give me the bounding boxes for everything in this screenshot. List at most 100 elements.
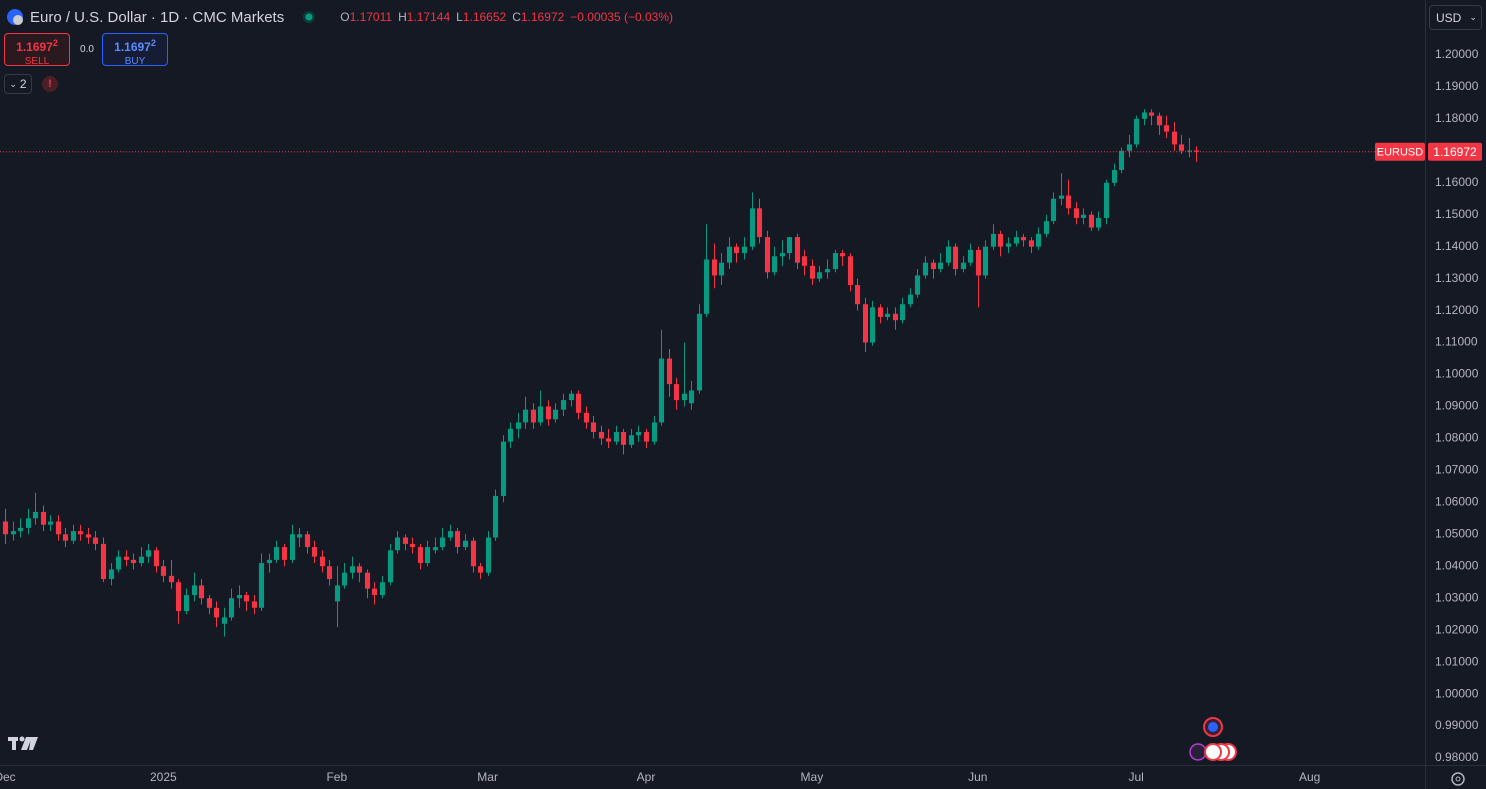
candle-body bbox=[100, 543, 107, 580]
candle-body bbox=[990, 233, 997, 247]
candle-body bbox=[2, 521, 9, 535]
candle-body bbox=[537, 406, 544, 423]
candle-body bbox=[191, 585, 198, 596]
buy-button[interactable]: 1.16972 BUY bbox=[102, 33, 168, 67]
candle-body bbox=[130, 559, 137, 564]
candle-body bbox=[206, 598, 213, 608]
candle-body bbox=[975, 249, 982, 276]
y-tick-label: 1.14000 bbox=[1435, 239, 1479, 253]
candle-body bbox=[477, 566, 484, 573]
x-tick-label: Dec bbox=[0, 770, 16, 784]
y-tick-label: 1.20000 bbox=[1435, 47, 1479, 61]
candle-body bbox=[85, 534, 92, 538]
settings-icon[interactable] bbox=[1451, 772, 1465, 786]
candle-body bbox=[726, 246, 733, 263]
symbol-title: Euro / U.S. Dollar · 1D · CMC Markets bbox=[30, 8, 285, 26]
indicators-toggle[interactable]: ⌄ 2 bbox=[4, 74, 32, 94]
candle-body bbox=[32, 511, 39, 519]
tradingview-logo bbox=[8, 736, 38, 750]
x-tick-label: Aug bbox=[1299, 770, 1320, 784]
candle-body bbox=[258, 563, 265, 608]
candle-body bbox=[877, 307, 884, 317]
candle-body bbox=[899, 304, 906, 321]
last-price-tag bbox=[1428, 142, 1482, 161]
sell-price: 1.1697 bbox=[16, 40, 53, 54]
candle-body bbox=[364, 572, 371, 589]
candle-body bbox=[1058, 195, 1065, 199]
candle-body bbox=[651, 422, 658, 442]
x-tick-label: Mar bbox=[477, 770, 498, 784]
candle-body bbox=[824, 269, 831, 273]
candle-body bbox=[77, 531, 84, 535]
candle-body bbox=[439, 537, 446, 548]
candle-body bbox=[1095, 217, 1102, 228]
candle-body bbox=[741, 246, 748, 254]
candle-body bbox=[620, 432, 627, 445]
candle-body bbox=[756, 208, 763, 238]
spread: 0.0 bbox=[80, 44, 94, 55]
x-tick-label: Jun bbox=[968, 770, 987, 784]
open-value: 1.17011 bbox=[349, 10, 393, 24]
candle-body bbox=[228, 598, 235, 618]
candle-body bbox=[326, 566, 333, 580]
candle-body bbox=[635, 432, 642, 436]
candle-body bbox=[628, 435, 635, 445]
candle-body bbox=[914, 275, 921, 295]
candle-body bbox=[153, 550, 160, 567]
symbol-header: Euro / U.S. Dollar · 1D · CMC Markets O1… bbox=[6, 7, 673, 27]
candle-body bbox=[884, 313, 891, 317]
candle-body bbox=[764, 237, 771, 273]
y-tick-label: 1.08000 bbox=[1435, 431, 1479, 445]
candle-body bbox=[387, 550, 394, 583]
y-tick-label: 1.11000 bbox=[1435, 335, 1478, 349]
candle-body bbox=[138, 556, 145, 564]
candle-body bbox=[930, 262, 937, 270]
buy-pip: 2 bbox=[150, 38, 156, 48]
candle-body bbox=[168, 575, 175, 583]
candle-body bbox=[145, 550, 152, 557]
candle-body bbox=[733, 246, 740, 254]
candle-body bbox=[613, 432, 620, 442]
candle-body bbox=[997, 233, 1004, 247]
candle-body bbox=[749, 208, 756, 247]
candle-body bbox=[1035, 233, 1042, 247]
ohlc-prefix: O bbox=[340, 10, 350, 24]
candle-body bbox=[500, 441, 507, 496]
event-markers[interactable] bbox=[1189, 717, 1237, 761]
candle-body bbox=[771, 256, 778, 273]
candle-body bbox=[1133, 118, 1140, 145]
candle-body bbox=[1013, 237, 1020, 244]
ohlc-prefix: C bbox=[512, 10, 521, 24]
currency-select[interactable]: USD ⌄ bbox=[1429, 5, 1482, 30]
candle-body bbox=[1186, 150, 1193, 152]
candle-body bbox=[213, 607, 220, 618]
warning-icon[interactable]: ! bbox=[42, 76, 58, 92]
candle-body bbox=[1050, 198, 1057, 222]
change-value: −0.00035 (−0.03%) bbox=[570, 10, 674, 24]
candle-body bbox=[515, 422, 522, 429]
buy-label: BUY bbox=[124, 56, 146, 67]
candle-body bbox=[492, 495, 499, 538]
x-tick-label: Feb bbox=[326, 770, 347, 784]
candle-body bbox=[560, 400, 567, 410]
candle-body bbox=[937, 262, 944, 270]
candle-body bbox=[1156, 115, 1163, 126]
candle-body bbox=[417, 547, 424, 564]
candle-body bbox=[952, 246, 959, 270]
symbol-tag bbox=[1375, 142, 1425, 161]
candle-body bbox=[55, 521, 62, 535]
candle-body bbox=[1163, 125, 1170, 132]
sell-button[interactable]: 1.16972 SELL bbox=[4, 33, 70, 67]
candle-body bbox=[304, 534, 311, 548]
candle-body bbox=[552, 409, 559, 420]
candle-body bbox=[1193, 150, 1200, 152]
candle-body bbox=[945, 246, 952, 263]
candle-body bbox=[1178, 144, 1185, 151]
y-tick-label: 1.03000 bbox=[1435, 590, 1479, 604]
candle-body bbox=[605, 438, 612, 442]
candle-body bbox=[688, 390, 695, 404]
candle-body bbox=[379, 582, 386, 596]
candle-body bbox=[869, 307, 876, 343]
